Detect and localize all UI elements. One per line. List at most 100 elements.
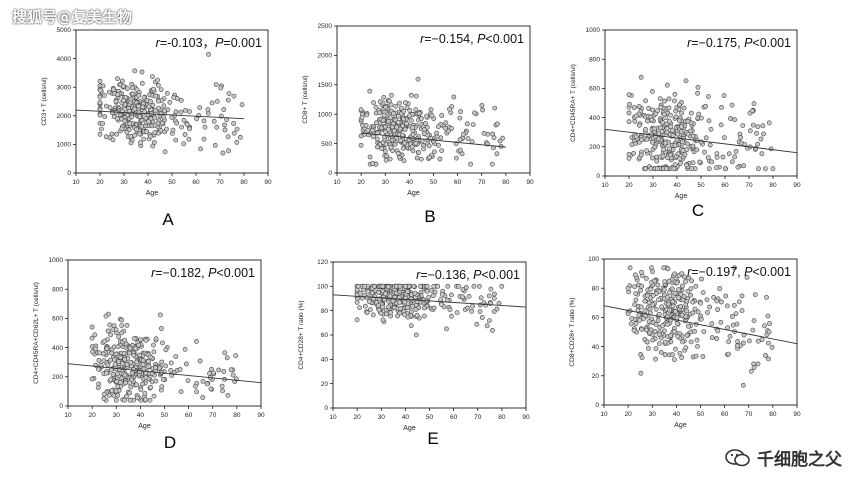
data-point — [394, 124, 399, 130]
data-point — [684, 308, 689, 314]
data-point — [106, 392, 112, 398]
data-point — [686, 323, 691, 329]
data-point — [642, 298, 648, 304]
data-point — [638, 74, 644, 80]
data-point — [389, 124, 395, 130]
data-point — [661, 287, 667, 293]
x-tick-label: 40 — [144, 179, 152, 186]
data-point — [386, 118, 391, 124]
data-point — [143, 337, 149, 343]
data-point — [367, 154, 373, 160]
data-point — [439, 148, 445, 153]
y-tick-label: 4000 — [57, 56, 72, 63]
data-point — [439, 291, 445, 297]
data-point — [375, 303, 381, 308]
data-point — [660, 323, 665, 329]
data-point — [380, 283, 386, 289]
data-point — [697, 159, 703, 165]
data-point — [429, 113, 435, 118]
data-point — [151, 393, 157, 399]
x-axis-label: Age — [403, 425, 416, 432]
data-point — [638, 152, 644, 158]
data-point — [499, 283, 505, 289]
data-point — [724, 303, 730, 309]
data-point — [653, 346, 659, 352]
data-point — [689, 278, 694, 284]
data-point — [659, 304, 665, 310]
watermark-bottom-text: 千细胞之父 — [757, 450, 842, 470]
y-tick-label: 1000 — [57, 142, 72, 149]
data-point — [383, 104, 389, 110]
data-point — [160, 340, 165, 346]
data-point — [650, 269, 655, 274]
x-tick-label: 50 — [161, 412, 169, 419]
data-point — [747, 128, 753, 134]
data-point — [652, 126, 657, 132]
data-point — [649, 139, 655, 145]
data-point — [472, 110, 477, 116]
data-point — [402, 127, 408, 133]
data-point — [483, 302, 489, 308]
data-point — [116, 359, 121, 365]
x-tick-label: 10 — [329, 414, 337, 421]
data-point — [178, 109, 184, 115]
data-point — [662, 279, 668, 284]
data-point — [641, 316, 646, 321]
y-tick-label: 100 — [588, 256, 599, 263]
data-point — [111, 344, 117, 350]
data-point — [665, 266, 671, 272]
data-point — [469, 139, 475, 145]
data-point — [104, 103, 109, 109]
y-axis-label: CD4+CD45RA+ T (cells/ul) — [570, 64, 577, 142]
data-point — [654, 166, 660, 172]
data-point — [152, 365, 158, 371]
data-point — [161, 108, 167, 114]
data-point — [637, 317, 643, 323]
data-point — [90, 349, 95, 355]
data-point — [733, 311, 739, 316]
data-point — [761, 131, 766, 137]
data-point — [159, 359, 165, 365]
data-point — [457, 137, 463, 142]
data-point — [484, 323, 490, 329]
data-point — [125, 86, 130, 91]
data-point — [398, 306, 403, 311]
data-point — [747, 338, 752, 344]
data-point — [92, 332, 98, 338]
data-point — [639, 283, 644, 289]
x-tick-label: 20 — [354, 414, 362, 421]
data-point — [751, 365, 757, 370]
data-point — [665, 321, 670, 327]
data-point — [100, 121, 106, 126]
data-point — [367, 88, 373, 94]
data-point — [358, 133, 364, 139]
data-point — [650, 155, 655, 161]
data-point — [148, 133, 153, 139]
data-point — [144, 129, 150, 135]
data-point — [457, 115, 463, 121]
correlation-annotation: r=−0.197, P<0.001 — [687, 265, 791, 279]
x-tick-label: 20 — [96, 179, 104, 186]
data-point — [435, 124, 441, 129]
data-point — [730, 322, 736, 328]
data-point — [656, 332, 662, 337]
data-point — [679, 110, 684, 116]
data-point — [370, 312, 376, 318]
y-tick-label: 100 — [317, 284, 328, 291]
y-tick-label: 600 — [52, 316, 63, 323]
data-point — [135, 395, 140, 401]
data-point — [656, 136, 662, 142]
data-point — [489, 161, 495, 167]
data-point — [110, 137, 116, 143]
data-point — [458, 109, 463, 114]
data-point — [119, 323, 125, 328]
data-point — [706, 166, 712, 172]
data-point — [89, 324, 95, 330]
data-point — [363, 123, 369, 128]
data-point — [670, 132, 676, 138]
data-point — [114, 131, 120, 137]
data-point — [460, 131, 466, 137]
data-point — [155, 77, 160, 83]
data-point — [184, 122, 190, 127]
